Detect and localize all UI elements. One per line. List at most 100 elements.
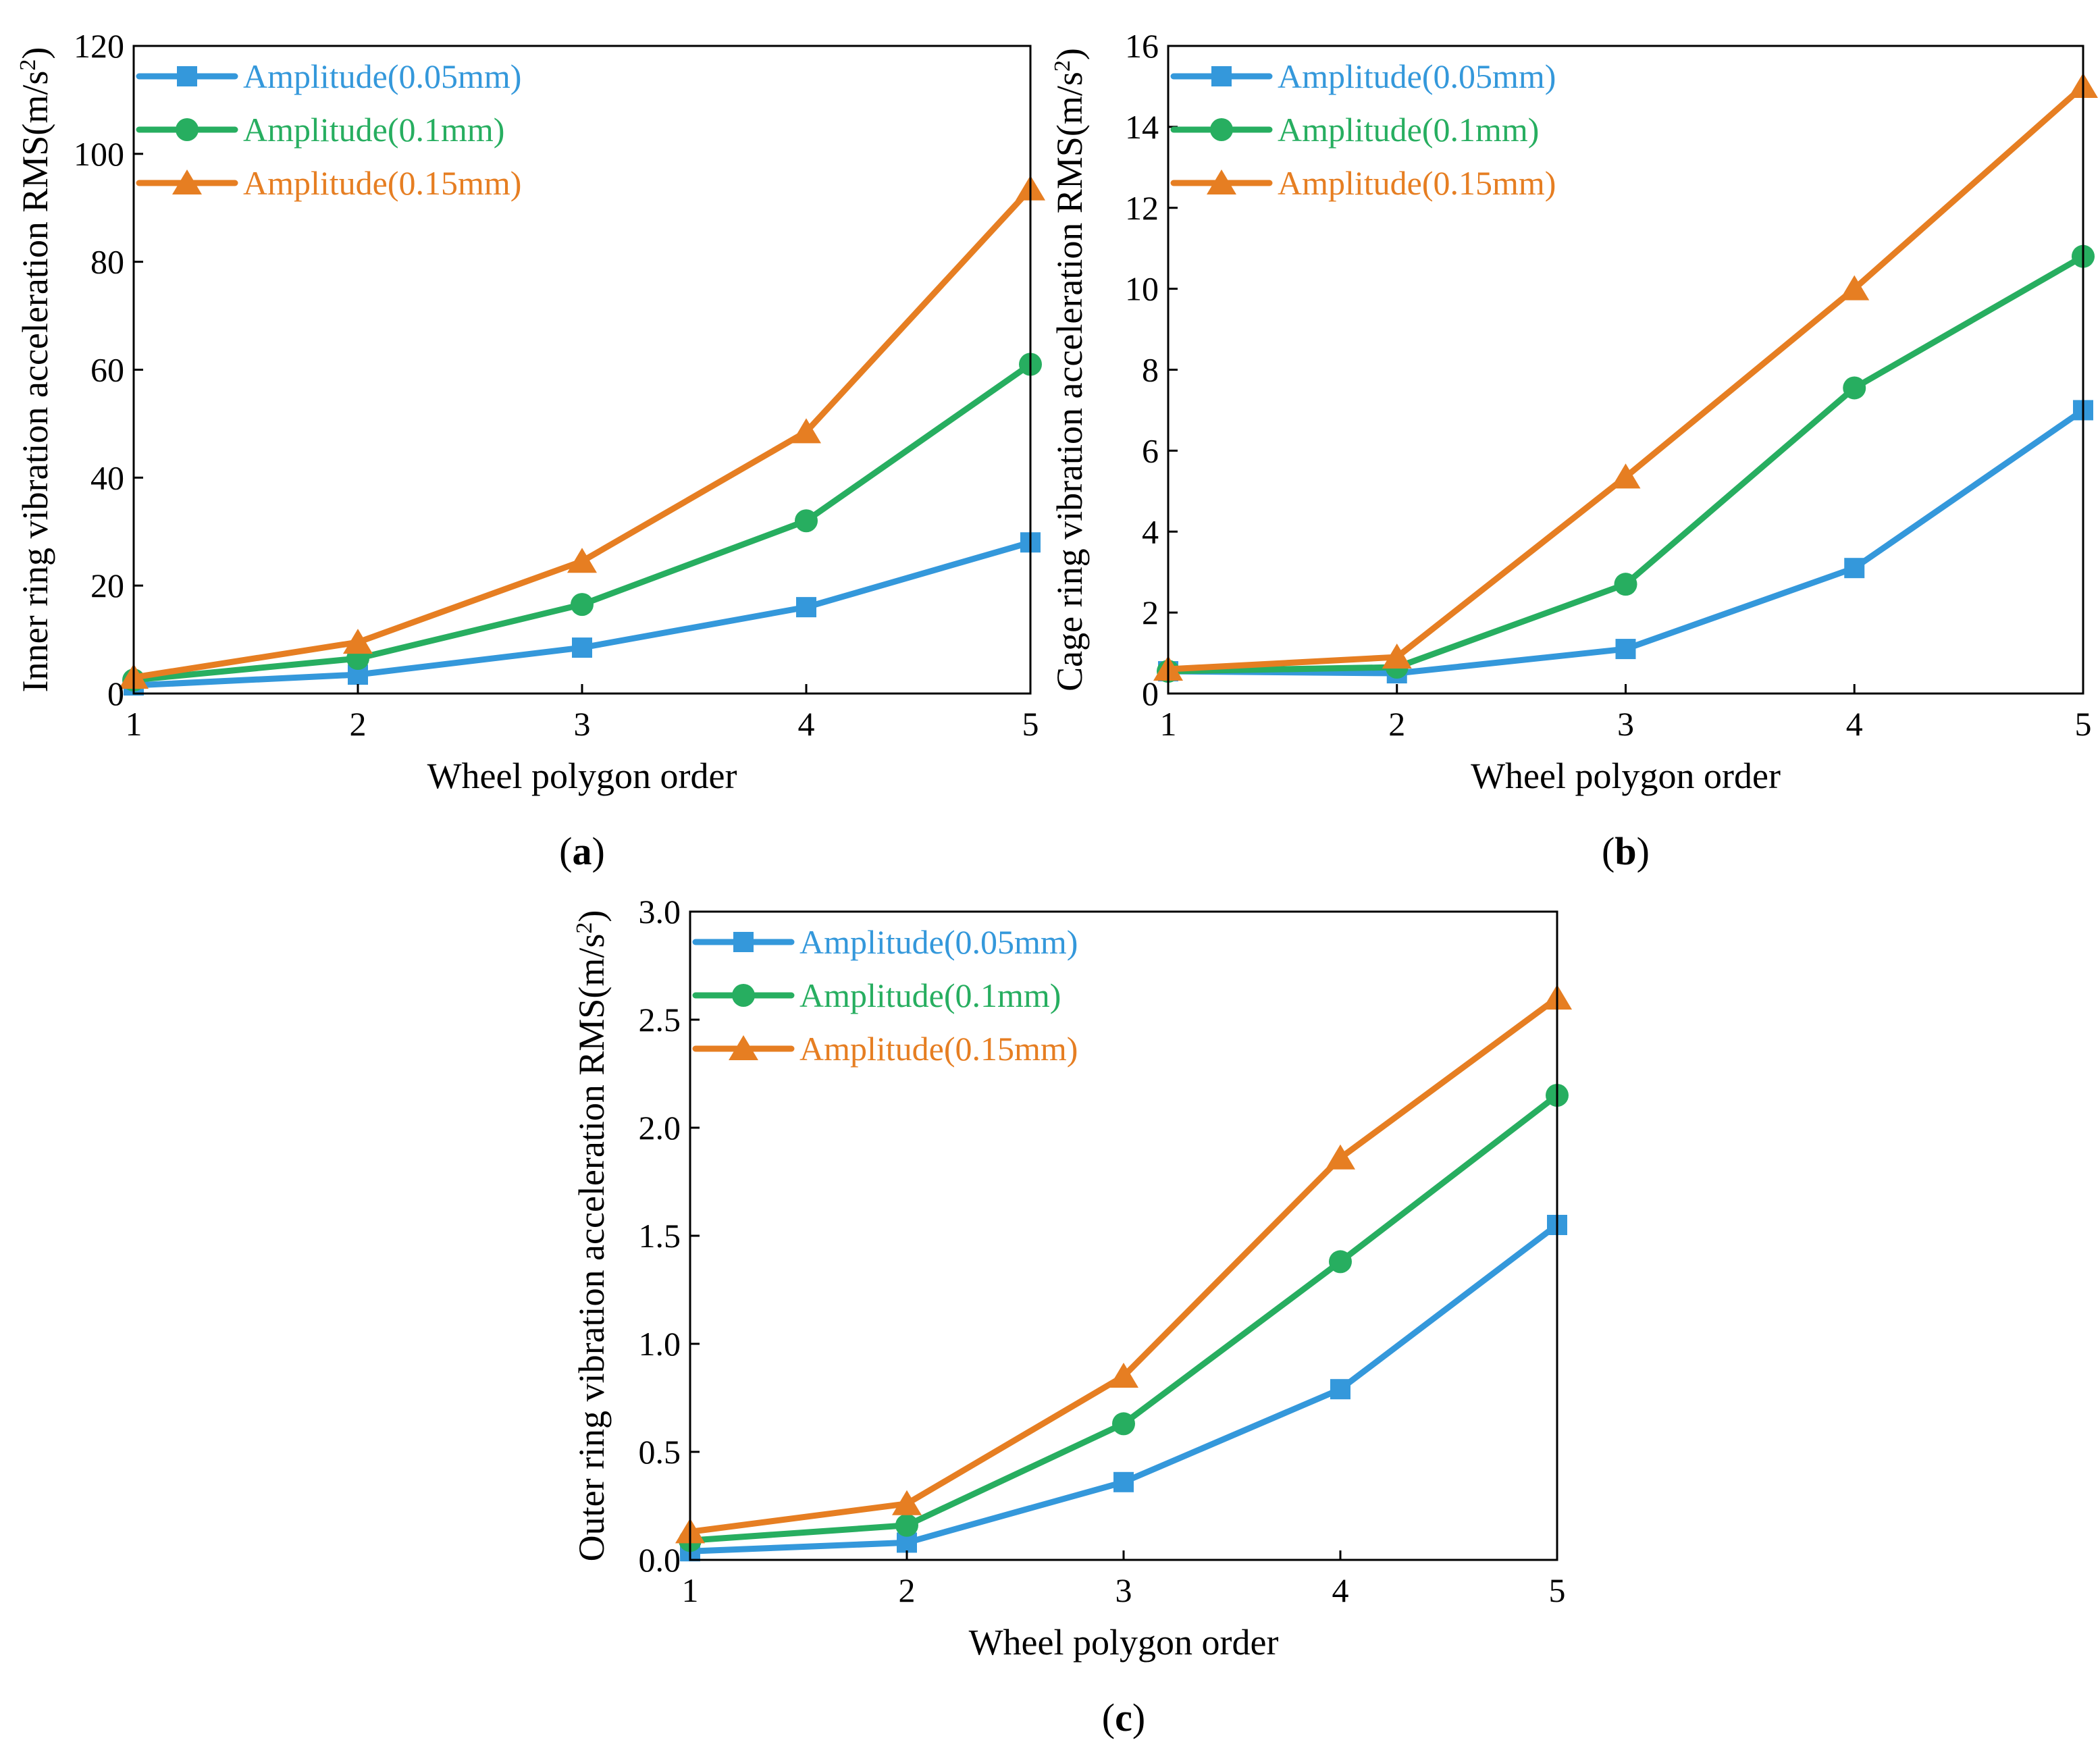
x-tick-label: 5 (2075, 705, 2092, 743)
y-axis-label: Inner ring vibration acceleration RMS(m/… (15, 47, 55, 693)
panel-caption-letter: c (1115, 1696, 1132, 1740)
legend: Amplitude(0.05mm) Amplitude(0.1mm) Amplitu… (692, 923, 1078, 1068)
y-tick-label: 80 (90, 243, 124, 281)
data-point-s2-x3 (1112, 1412, 1135, 1436)
x-tick-label: 2 (350, 705, 367, 743)
panel-caption: (c) (1102, 1696, 1145, 1740)
panel-caption-letter: b (1615, 829, 1636, 873)
x-tick-label: 3 (574, 705, 591, 743)
x-tick-label: 5 (1022, 705, 1039, 743)
x-tick-label: 4 (1332, 1571, 1349, 1609)
legend-marker-2 (732, 984, 755, 1007)
data-point-s1-x4 (1330, 1379, 1350, 1400)
y-tick-label: 0 (1142, 675, 1159, 712)
y-tick-label: 3.0 (639, 893, 681, 931)
legend-label-3: Amplitude(0.15mm) (243, 164, 521, 202)
panel-caption-letter: a (573, 829, 592, 873)
y-tick-label: 40 (90, 459, 124, 496)
y-tick-label: 120 (74, 27, 124, 65)
data-point-s3-x3 (1610, 463, 1641, 489)
legend-marker-2 (1210, 118, 1233, 141)
y-axis-label-end: ) (1049, 48, 1090, 60)
data-point-s3-x4 (1839, 275, 1870, 300)
data-point-s2-x4 (1329, 1250, 1352, 1274)
y-axis-label-main: Cage ring vibration acceleration RMS(m/s (1049, 72, 1090, 691)
x-tick-label: 1 (126, 705, 142, 743)
legend: Amplitude(0.05mm) Amplitude(0.1mm) Amplitu… (1170, 57, 1556, 202)
data-point-s1-x3 (1113, 1471, 1134, 1492)
panel-caption-open: ( (1102, 1696, 1115, 1740)
data-point-s1-x3 (572, 637, 592, 658)
y-axis-label-superscript: 2 (16, 59, 41, 71)
legend-label-3: Amplitude(0.15mm) (1278, 164, 1556, 202)
series-line-3 (687, 995, 1560, 1535)
data-point-s1-x3 (1615, 639, 1636, 660)
y-tick-label: 2.0 (639, 1109, 681, 1147)
legend-marker-3 (729, 1035, 758, 1060)
x-axis-label: Wheel polygon order (969, 1622, 1279, 1663)
x-axis-label: Wheel polygon order (1471, 756, 1781, 796)
panel-caption: (b) (1602, 829, 1650, 873)
x-tick-label: 2 (899, 1571, 916, 1609)
legend-label-1: Amplitude(0.05mm) (1278, 57, 1556, 95)
data-point-s2-x2 (895, 1513, 918, 1537)
legend-marker-1 (733, 932, 754, 952)
y-axis-label: Cage ring vibration acceleration RMS(m/s… (1049, 48, 1090, 691)
series-line-1 (687, 1222, 1560, 1554)
data-point-s1-x4 (1844, 558, 1865, 579)
series-line-2 (130, 361, 1034, 683)
y-tick-label: 2.5 (639, 1001, 681, 1039)
legend-marker-1 (1211, 66, 1232, 86)
y-tick-label: 2 (1142, 594, 1159, 631)
legend-label-1: Amplitude(0.05mm) (243, 57, 521, 95)
panel-caption-open: ( (1602, 829, 1615, 873)
y-axis-label-main: Outer ring vibration acceleration RMS(m/… (571, 934, 612, 1562)
legend-label-1: Amplitude(0.05mm) (799, 923, 1078, 961)
series-line-1 (1165, 407, 2086, 677)
y-tick-label: 8 (1142, 351, 1159, 389)
y-tick-label: 10 (1125, 270, 1159, 308)
y-tick-label: 16 (1125, 27, 1159, 65)
y-tick-label: 6 (1142, 432, 1159, 469)
y-axis-label-main: Inner ring vibration acceleration RMS(m/… (15, 71, 55, 693)
data-point-s1-x4 (796, 597, 816, 618)
y-tick-label: 60 (90, 351, 124, 389)
y-tick-label: 100 (74, 135, 124, 173)
y-tick-label: 12 (1125, 189, 1159, 227)
data-point-s3-x3 (1109, 1363, 1138, 1388)
panel-caption-close: ) (592, 829, 605, 873)
y-axis-label-superscript: 2 (572, 922, 597, 934)
x-tick-label: 1 (682, 1571, 699, 1609)
data-point-s3-x2 (892, 1490, 922, 1515)
y-tick-label: 1.5 (639, 1217, 681, 1255)
data-point-s2-x4 (1843, 376, 1866, 400)
panel-caption-open: ( (559, 829, 572, 873)
legend-marker-1 (177, 66, 197, 86)
y-tick-label: 0.0 (639, 1541, 681, 1579)
data-point-s3-x2 (343, 629, 373, 654)
x-tick-label: 3 (1617, 705, 1634, 743)
panel-c: 1 2 3 4 5 0.0 0.5 1.0 1.5 2.0 2.5 3.0 Wheel polygon … (571, 893, 1572, 1740)
y-tick-label: 1.0 (639, 1325, 681, 1363)
legend-label-2: Amplitude(0.1mm) (799, 976, 1061, 1014)
legend-marker-3 (172, 169, 202, 194)
y-tick-label: 14 (1125, 108, 1159, 146)
x-tick-label: 1 (1160, 705, 1177, 743)
y-tick-label: 20 (90, 567, 124, 604)
y-axis-label-end: ) (571, 910, 612, 922)
legend-label-2: Amplitude(0.1mm) (243, 111, 504, 149)
data-point-s3-x2 (1382, 644, 1412, 669)
panel-caption-close: ) (1132, 1696, 1145, 1740)
x-tick-label: 4 (798, 705, 815, 743)
data-point-s3-x4 (1325, 1144, 1355, 1170)
data-point-s2-x3 (571, 593, 594, 617)
legend: Amplitude(0.05mm) Amplitude(0.1mm) Amplitu… (136, 57, 521, 202)
data-point-s3-x3 (567, 548, 597, 573)
panel-caption-close: ) (1637, 829, 1650, 873)
data-point-s2-x4 (795, 509, 818, 533)
y-tick-label: 0.5 (639, 1433, 681, 1471)
legend-label-2: Amplitude(0.1mm) (1278, 111, 1539, 149)
data-point-s2-x3 (1614, 573, 1637, 596)
